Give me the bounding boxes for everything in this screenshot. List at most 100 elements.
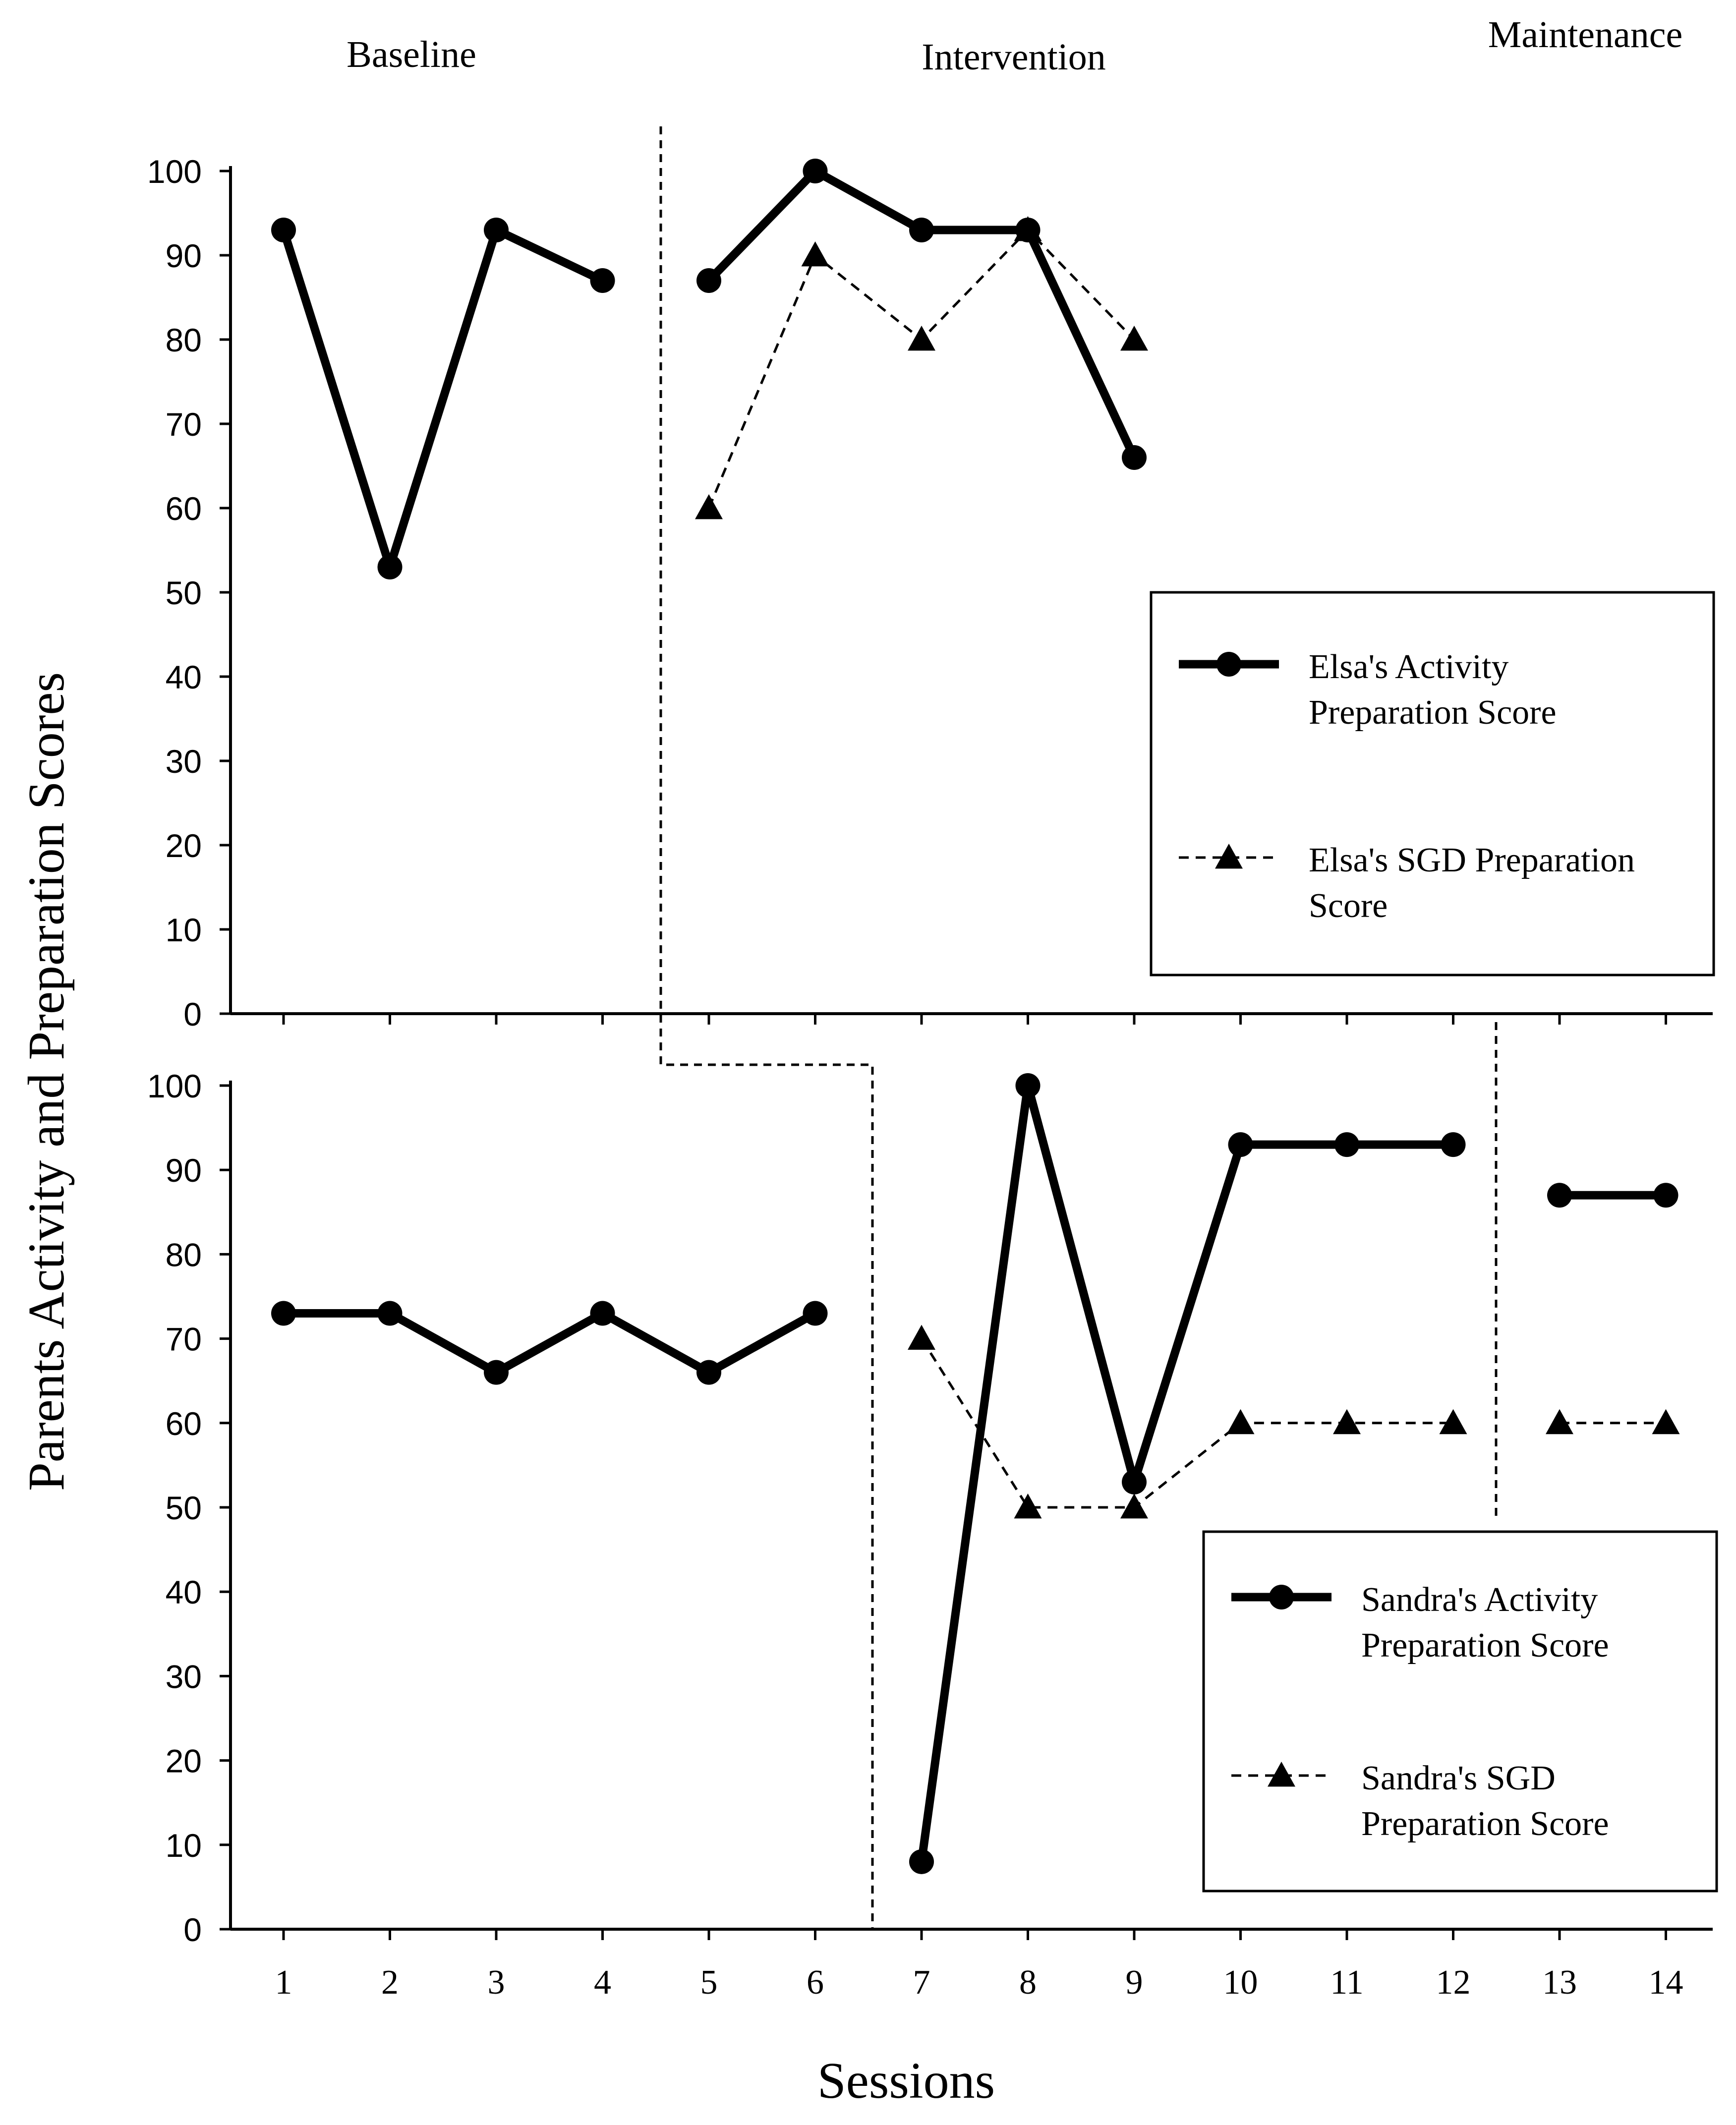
top-series-2 <box>695 216 1148 519</box>
bottom-series-2-point-session-13 <box>1546 1409 1573 1435</box>
top-legend-box <box>1150 591 1715 976</box>
top-series-1-point-session-5 <box>696 268 721 293</box>
top-legend-label-1-line-1: Elsa's Activity <box>1309 648 1508 686</box>
top-series-1-point-session-6 <box>803 159 828 183</box>
bottom-series-2-point-session-7 <box>908 1324 935 1350</box>
bottom-series-1-point-session-13 <box>1547 1183 1572 1208</box>
top-y-tick-label-10: 10 <box>166 912 202 948</box>
bottom-series-2-point-session-8 <box>1014 1493 1042 1519</box>
x-tick-label-10: 10 <box>1223 1963 1258 2002</box>
bottom-y-tick-label-30: 30 <box>166 1658 202 1695</box>
x-tick-label-3: 3 <box>488 1963 505 2002</box>
bottom-y-tick-label-80: 80 <box>166 1236 202 1273</box>
bottom-series-2 <box>908 1324 1680 1519</box>
bottom-series-2-point-session-9 <box>1120 1493 1148 1519</box>
bottom-series-1-point-session-11 <box>1334 1132 1359 1157</box>
bottom-y-tick-label-60: 60 <box>166 1405 202 1442</box>
top-series-1-point-session-3 <box>484 218 509 242</box>
x-tick-label-12: 12 <box>1436 1963 1471 2002</box>
phase-line-baseline-intervention <box>659 126 874 1929</box>
bottom-legend-marker-1 <box>1269 1585 1294 1609</box>
top-y-tick-label-90: 90 <box>166 237 202 274</box>
bottom-series-1-line-1 <box>284 1309 817 1377</box>
top-legend-label-2-line-1: Elsa's SGD Preparation <box>1309 841 1635 879</box>
legends: Elsa's Activity Preparation Score Elsa's S… <box>1150 591 1718 1893</box>
bottom-series-1-line-2 <box>917 1081 1453 1862</box>
phase-label-baseline: Baseline <box>347 34 476 75</box>
bottom-series-1-point-session-10 <box>1228 1132 1253 1157</box>
bottom-y-tick-label-10: 10 <box>166 1827 202 1864</box>
top-series-1-point-session-4 <box>590 268 615 293</box>
bottom-y-tick-label-100: 100 <box>147 1068 202 1104</box>
bottom-series-1-point-session-12 <box>1441 1132 1466 1157</box>
bottom-legend-label-2-line-2: Preparation Score <box>1361 1805 1609 1843</box>
bottom-legend-marker-2 <box>1268 1762 1295 1787</box>
top-series-2-point-session-6 <box>801 241 829 267</box>
top-series-1-point-session-7 <box>909 218 934 242</box>
y-axis-title: Parents Activity and Preparation Scores <box>18 672 75 1491</box>
x-tick-label-1: 1 <box>275 1963 292 2002</box>
panel-top: 0 10 20 30 40 50 60 70 80 90 100 <box>147 153 1713 1033</box>
top-series-2-point-session-7 <box>908 326 935 351</box>
phase-label-maintenance: Maintenance <box>1488 14 1682 56</box>
bottom-series-2-point-session-10 <box>1226 1409 1255 1435</box>
bottom-legend-label-1-line-2: Preparation Score <box>1361 1626 1609 1665</box>
bottom-series-2-line-1 <box>920 1338 1453 1509</box>
top-series-1-line-1 <box>279 226 605 572</box>
x-tick-label-8: 8 <box>1019 1963 1037 2002</box>
x-tick-label-5: 5 <box>700 1963 718 2002</box>
top-series-1-point-session-2 <box>377 555 403 579</box>
bottom-y-tick-label-90: 90 <box>166 1152 202 1189</box>
bottom-series-2-point-session-11 <box>1333 1409 1361 1435</box>
x-tick-label-4: 4 <box>594 1963 611 2002</box>
top-y-tick-label-100: 100 <box>147 153 202 190</box>
bottom-y-tick-label-0: 0 <box>183 1911 202 1948</box>
phase-label-intervention: Intervention <box>922 36 1105 78</box>
bottom-series-1-point-session-1 <box>271 1301 296 1326</box>
bottom-y-tick-label-20: 20 <box>166 1743 202 1780</box>
x-tick-label-6: 6 <box>807 1963 824 2002</box>
bottom-series-1-point-session-9 <box>1122 1469 1147 1494</box>
x-axis-title: Sessions <box>817 2052 995 2109</box>
top-legend-label-1-line-2: Preparation Score <box>1309 693 1557 732</box>
top-legend-label-2-line-2: Score <box>1309 887 1388 925</box>
top-y-tick-label-0: 0 <box>183 996 202 1033</box>
bottom-series-1-point-session-2 <box>377 1301 403 1326</box>
bottom-series-1-point-session-5 <box>696 1360 721 1385</box>
top-y-tick-label-30: 30 <box>166 743 202 780</box>
x-tick-label-9: 9 <box>1126 1963 1143 2002</box>
x-tick-label-2: 2 <box>381 1963 399 2002</box>
x-tick-label-13: 13 <box>1542 1963 1577 2002</box>
top-series-2-point-session-5 <box>695 494 723 519</box>
phase-change-lines <box>659 126 1498 1929</box>
top-y-tick-label-80: 80 <box>166 322 202 358</box>
top-y-tick-label-20: 20 <box>166 827 202 864</box>
top-y-tick-label-70: 70 <box>166 406 202 443</box>
bottom-y-tick-label-50: 50 <box>166 1490 202 1526</box>
bottom-y-tick-label-70: 70 <box>166 1321 202 1358</box>
x-tick-label-14: 14 <box>1649 1963 1683 2002</box>
bottom-series-2-point-session-12 <box>1439 1409 1467 1435</box>
top-legend-marker-1 <box>1216 652 1241 677</box>
bottom-series-1-point-session-4 <box>590 1301 615 1326</box>
x-tick-label-11: 11 <box>1330 1963 1363 2002</box>
bottom-legend-label-1-line-1: Sandra's Activity <box>1361 1581 1598 1619</box>
x-tick-label-7: 7 <box>913 1963 930 2002</box>
bottom-series-1-point-session-3 <box>484 1360 509 1385</box>
top-series-2-point-session-8 <box>1014 216 1042 241</box>
bottom-series-1-point-session-8 <box>1015 1073 1041 1098</box>
bottom-series-1 <box>271 1073 1678 1874</box>
bottom-y-tick-label-40: 40 <box>166 1574 202 1610</box>
top-series-2-point-session-9 <box>1120 326 1148 351</box>
bottom-series-2-point-session-14 <box>1652 1409 1680 1435</box>
top-series-1-point-session-1 <box>271 218 296 242</box>
bottom-series-1-point-session-7 <box>909 1849 934 1874</box>
bottom-legend-label-2-line-1: Sandra's SGD <box>1361 1759 1556 1797</box>
top-y-tick-label-60: 60 <box>166 490 202 527</box>
top-series-1-point-session-9 <box>1122 445 1147 470</box>
top-y-tick-label-50: 50 <box>166 574 202 611</box>
top-y-tick-label-40: 40 <box>166 659 202 695</box>
